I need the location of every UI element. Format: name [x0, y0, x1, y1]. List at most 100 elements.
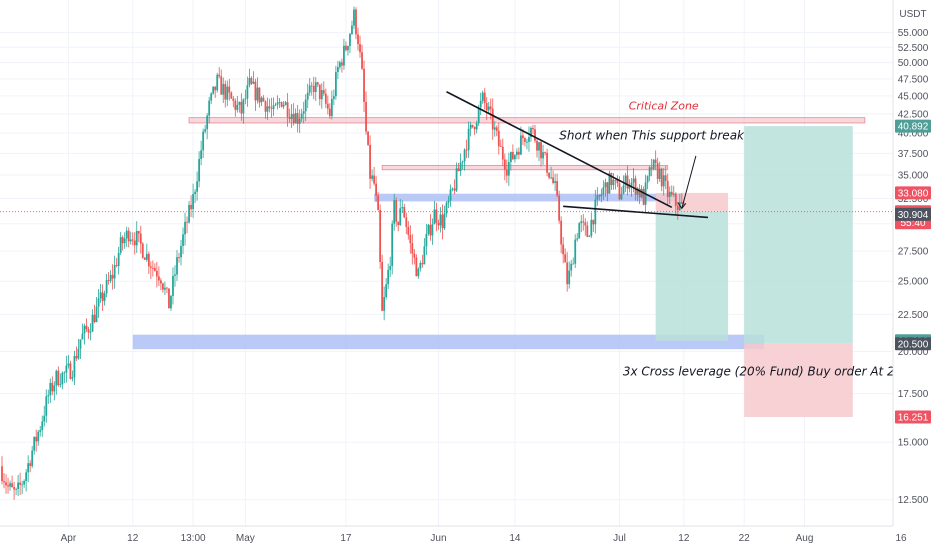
candle-body: [477, 107, 480, 124]
candle-body: [272, 105, 275, 110]
candle-body: [270, 108, 273, 110]
candle-body: [133, 240, 136, 246]
candle-body: [109, 274, 112, 281]
candle-body: [556, 181, 559, 196]
candle-body: [421, 263, 424, 265]
candle-body: [499, 146, 502, 147]
candle-body: [97, 298, 100, 307]
candle-body: [518, 151, 520, 155]
candle-body: [433, 209, 436, 225]
candle-body: [286, 102, 289, 118]
candle-body: [630, 182, 633, 186]
price-badge: [895, 186, 931, 200]
candle-body: [536, 140, 538, 151]
candle-body: [332, 96, 335, 99]
price-badge: [895, 207, 931, 221]
candle-body: [664, 175, 667, 181]
long-target-box: [744, 126, 853, 344]
candle-body: [212, 86, 215, 94]
candle-body: [371, 175, 373, 179]
candle-body: [312, 85, 315, 93]
candle-body: [127, 230, 130, 242]
candle-body: [208, 100, 211, 116]
support-zone: [132, 334, 765, 350]
candle-body: [582, 221, 585, 223]
candle-body: [367, 131, 369, 145]
candle-body: [680, 202, 683, 204]
candle-body: [596, 195, 599, 200]
candle-body: [435, 209, 438, 223]
candle-body: [87, 329, 90, 333]
price-tick-label: 22.500: [898, 310, 929, 321]
candle-body: [481, 92, 484, 101]
candle-body: [7, 485, 9, 487]
candle-body: [542, 152, 544, 159]
candle-body: [485, 103, 488, 111]
candle-body: [513, 155, 516, 160]
candle-body: [268, 106, 271, 109]
candle-body: [455, 168, 458, 191]
candle-body: [399, 208, 402, 226]
candle-body: [256, 87, 259, 101]
candle-body: [640, 189, 643, 198]
candle-body: [264, 101, 267, 112]
candle-body: [489, 106, 492, 109]
candle-body: [407, 226, 410, 235]
price-tick-label: 50.000: [898, 58, 929, 69]
candle-body: [590, 219, 593, 236]
candle-body: [656, 163, 659, 179]
candle-body: [445, 202, 448, 214]
candle-body: [246, 85, 249, 99]
candle-body: [397, 221, 400, 226]
candle-body: [515, 151, 518, 156]
candle-body: [1, 466, 3, 482]
candle-body: [628, 185, 631, 189]
candle-body: [188, 204, 190, 223]
time-axis-panel[interactable]: [0, 526, 932, 550]
candle-body: [586, 225, 589, 237]
candle-body: [172, 275, 174, 296]
candle-body: [280, 102, 283, 107]
candle-body: [552, 177, 554, 183]
candle-body: [250, 77, 253, 84]
candle-body: [69, 363, 72, 379]
candle-body: [503, 159, 506, 170]
candle-body: [194, 191, 196, 195]
candle-body: [11, 483, 13, 488]
candle-body: [479, 100, 482, 108]
candle-body: [437, 222, 440, 226]
candle-body: [95, 306, 98, 322]
candle-body: [373, 175, 375, 184]
price-axis-panel[interactable]: [893, 0, 932, 526]
currency-label: USDT: [899, 9, 926, 20]
candle-body: [495, 127, 498, 131]
candle-body: [143, 257, 146, 260]
candle-body: [298, 118, 301, 124]
candle-body: [63, 372, 66, 374]
candle-body: [431, 224, 434, 236]
candle-body: [252, 81, 255, 84]
candle-body: [39, 429, 42, 432]
candle-body: [473, 126, 476, 130]
time-tick-label: May: [236, 533, 255, 544]
candle-body: [27, 463, 30, 473]
candle-body: [242, 99, 245, 114]
candle-body: [292, 113, 295, 124]
trendline: [563, 205, 709, 219]
candle-body: [467, 128, 470, 151]
candle-body: [290, 113, 293, 119]
candle-body: [361, 52, 363, 69]
price-badge-text: 20.500: [898, 339, 929, 350]
candle-body: [487, 106, 490, 111]
candle-body: [274, 104, 277, 106]
candle-body: [103, 293, 106, 301]
candle-body: [25, 472, 28, 481]
candle-body: [57, 370, 60, 386]
candle-body: [505, 169, 508, 176]
time-tick-label: 13:00: [181, 533, 206, 544]
candle-body: [13, 487, 15, 490]
candle-body: [59, 384, 62, 386]
candle-body: [300, 113, 303, 119]
price-labels: 40.89233.08031.16655:4030.90420.69820.50…: [895, 119, 931, 424]
